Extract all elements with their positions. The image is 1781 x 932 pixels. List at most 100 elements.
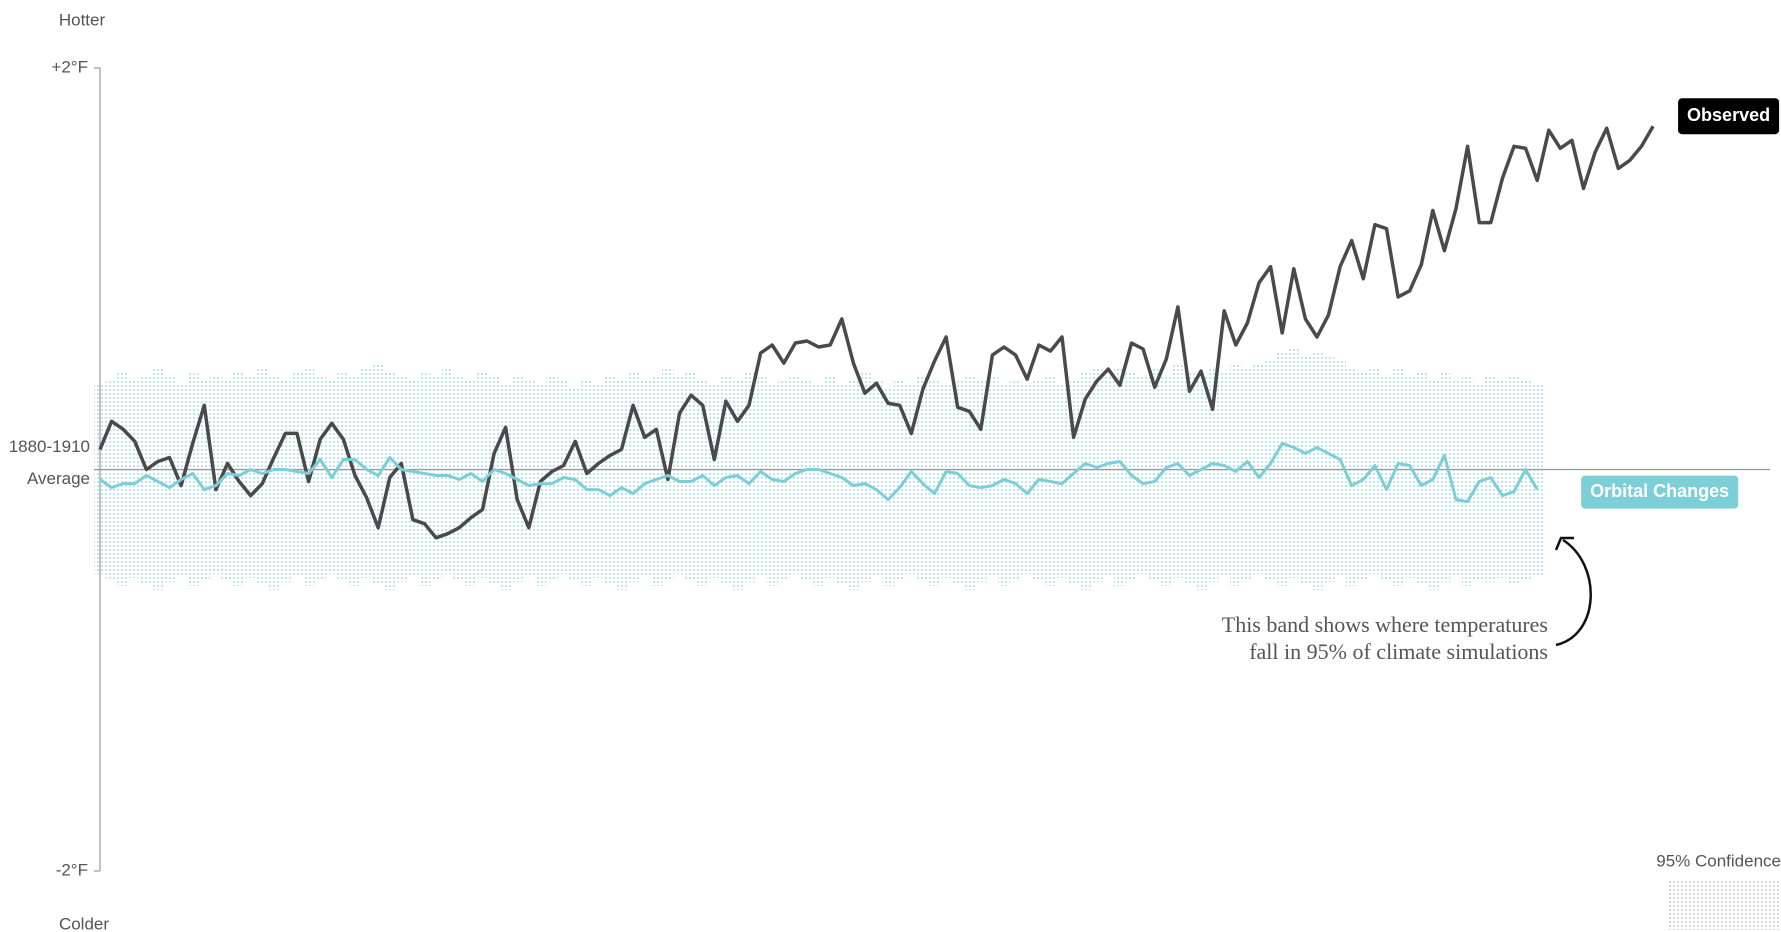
confidence-band bbox=[673, 377, 686, 574]
confidence-band bbox=[1450, 381, 1462, 576]
annotation: This band shows where temperatures bbox=[1222, 612, 1548, 637]
confidence-band bbox=[441, 369, 454, 574]
confidence-band bbox=[963, 375, 976, 590]
confidence-band bbox=[1427, 379, 1439, 590]
confidence-band bbox=[360, 369, 373, 578]
confidence-band bbox=[1195, 377, 1207, 590]
y-tick-label: 1880-1910 bbox=[9, 437, 90, 456]
confidence-band bbox=[1415, 371, 1428, 584]
confidence-band bbox=[870, 381, 883, 576]
confidence-band bbox=[244, 377, 257, 578]
confidence-band bbox=[349, 377, 361, 586]
confidence-band bbox=[998, 383, 1010, 586]
confidence-band bbox=[708, 383, 721, 578]
confidence-band bbox=[1369, 367, 1381, 574]
confidence-band bbox=[105, 379, 118, 580]
confidence-band bbox=[1102, 375, 1115, 576]
confidence-band bbox=[1230, 363, 1242, 586]
confidence-band bbox=[1531, 383, 1543, 576]
series-label: Observed bbox=[1687, 105, 1770, 125]
confidence-band bbox=[430, 377, 442, 580]
confidence-band bbox=[580, 379, 593, 586]
confidence-band bbox=[488, 377, 500, 584]
confidence-band bbox=[1357, 373, 1370, 580]
series-label-box bbox=[1581, 475, 1739, 509]
confidence-band bbox=[604, 377, 616, 584]
confidence-band bbox=[951, 379, 964, 584]
confidence-band bbox=[1345, 369, 1358, 586]
confidence-band bbox=[453, 375, 466, 580]
confidence-band bbox=[812, 385, 825, 586]
confidence-band bbox=[627, 373, 639, 582]
series-line bbox=[99, 441, 1539, 504]
confidence-band bbox=[975, 381, 987, 582]
annotation: fall in 95% of climate simulations bbox=[1249, 639, 1548, 664]
confidence-band bbox=[117, 373, 129, 586]
confidence-band bbox=[1183, 371, 1196, 584]
confidence-band bbox=[1380, 375, 1393, 580]
confidence-band bbox=[1067, 379, 1080, 584]
confidence-band bbox=[163, 377, 176, 582]
confidence-band bbox=[256, 369, 269, 584]
confidence-band bbox=[1392, 369, 1404, 586]
confidence-band bbox=[523, 379, 535, 576]
confidence-band bbox=[546, 377, 558, 580]
confidence-band bbox=[140, 375, 153, 584]
confidence-band bbox=[1241, 369, 1254, 580]
confidence-band bbox=[1056, 383, 1068, 578]
confidence-band bbox=[1508, 375, 1520, 584]
confidence-band bbox=[1206, 369, 1219, 582]
series-tag: Orbital Changes bbox=[1581, 475, 1739, 509]
confidence-band bbox=[835, 383, 848, 584]
confidence-band bbox=[801, 381, 813, 580]
series-label: Orbital Changes bbox=[1590, 481, 1729, 501]
confidence-band bbox=[1496, 381, 1509, 578]
confidence-band bbox=[291, 373, 303, 576]
confidence-band bbox=[407, 381, 419, 576]
confidence-band bbox=[986, 377, 999, 576]
confidence-band bbox=[221, 381, 234, 580]
confidence-band bbox=[476, 371, 489, 578]
line-layer: Observed Orbital Changes bbox=[98, 98, 1780, 540]
confidence-band bbox=[638, 379, 651, 576]
confidence-band bbox=[337, 371, 350, 580]
confidence-band bbox=[1079, 373, 1091, 590]
series-tag: Observed bbox=[1678, 98, 1780, 135]
confidence-band bbox=[754, 377, 767, 576]
confidence-band bbox=[395, 375, 408, 582]
confidence-band bbox=[152, 369, 164, 590]
y-tick-label: -2°F bbox=[56, 860, 88, 879]
series-line bbox=[98, 125, 1655, 540]
confidence-band bbox=[1137, 377, 1149, 574]
confidence-band bbox=[824, 377, 836, 578]
legend-swatch bbox=[1668, 880, 1781, 930]
confidence-band bbox=[499, 383, 512, 590]
confidence-band bbox=[615, 381, 628, 590]
confidence-band bbox=[186, 373, 199, 586]
confidence-band bbox=[1021, 385, 1033, 574]
confidence-band bbox=[1519, 379, 1532, 580]
series-label-box bbox=[1678, 98, 1780, 135]
confidence-band bbox=[465, 379, 477, 586]
confidence-band bbox=[268, 375, 280, 590]
legend-label: 95% Confidence bbox=[1656, 851, 1781, 870]
confidence-band bbox=[940, 385, 952, 578]
confidence-band bbox=[1287, 349, 1300, 578]
confidence-band bbox=[743, 373, 755, 582]
arrow-head bbox=[1554, 536, 1574, 551]
confidence-band bbox=[1461, 375, 1474, 586]
confidence-band bbox=[592, 383, 605, 578]
confidence-band bbox=[893, 379, 906, 580]
confidence-band bbox=[882, 387, 894, 586]
confidence-band bbox=[1311, 351, 1323, 590]
annotation-arrow bbox=[1555, 538, 1592, 647]
confidence-band bbox=[1334, 361, 1346, 576]
confidence-band bbox=[1160, 375, 1173, 586]
confidence-band bbox=[766, 383, 779, 586]
confidence-band bbox=[1403, 377, 1416, 578]
confidence-band bbox=[314, 375, 327, 580]
confidence-band bbox=[696, 379, 709, 586]
confidence-band bbox=[128, 381, 141, 578]
confidence-band bbox=[418, 373, 431, 586]
